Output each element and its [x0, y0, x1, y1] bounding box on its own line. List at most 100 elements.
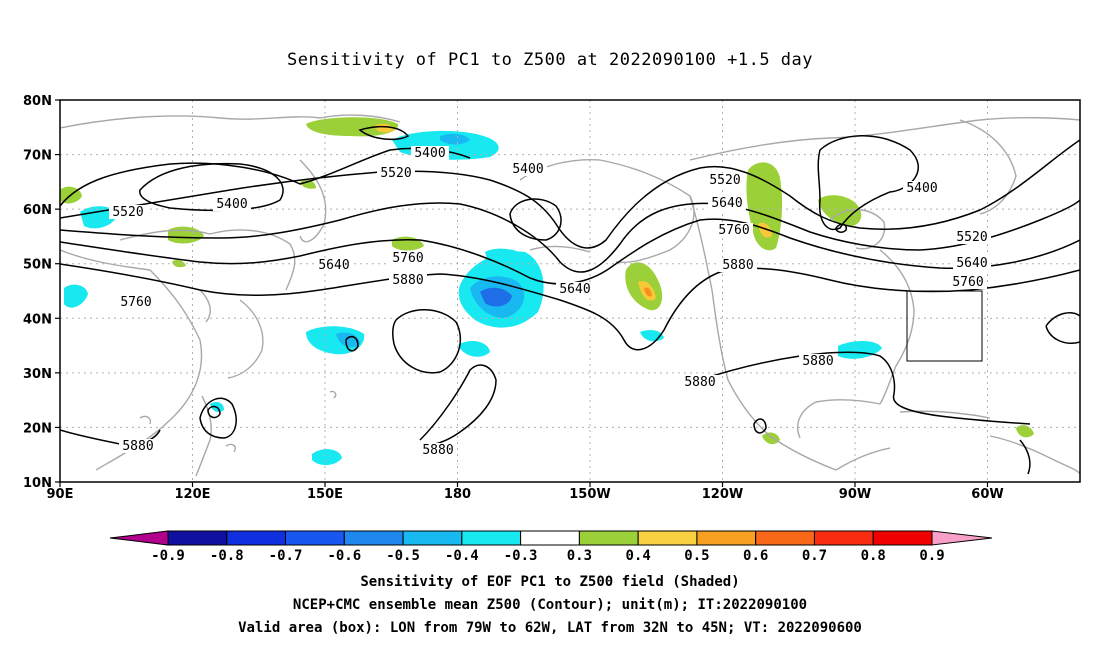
coast-alaska [519, 158, 695, 264]
lon-label: 90E [47, 487, 74, 502]
neg-area-south [458, 340, 490, 357]
lon-label: 150E [307, 487, 343, 502]
pos-area-mexico [762, 432, 780, 445]
contour-label: 5640 [956, 256, 987, 271]
contour-label-bg [799, 354, 837, 368]
contour-label-bg [109, 205, 147, 219]
colorbar-swatch [755, 530, 815, 546]
contour-5880-closed-b [199, 397, 237, 439]
pos-area-caribbean [1016, 425, 1034, 438]
lon-label: 150W [569, 487, 610, 502]
coast-siberia [60, 114, 401, 129]
colorbar-label: -0.9 [151, 548, 185, 564]
coast-okhotsk [119, 229, 296, 291]
colorbar-label: 0.6 [743, 548, 768, 564]
coast-greenland [959, 119, 1017, 215]
lat-label: 30N [23, 367, 52, 382]
lon-label: 90W [839, 487, 871, 502]
contour-label-bg [377, 166, 415, 180]
caption-valid-area: Valid area (box): LON from 79W to 62W, L… [238, 620, 862, 636]
coast-gulf [797, 399, 881, 439]
pos-area-gulf-alaska-core [644, 287, 652, 297]
lon-label: 120E [174, 487, 210, 502]
contour-label-bg [903, 181, 941, 195]
contour-5400-east [817, 135, 919, 231]
contour-label: 5400 [414, 146, 445, 161]
lat-label: 80N [23, 94, 52, 109]
coast-hudson [829, 209, 886, 250]
contour-5400-arctic [358, 125, 410, 141]
colorbar-label: -0.5 [386, 548, 420, 564]
contour-label-bg [719, 258, 757, 272]
neg-area-central-pacific-core [480, 287, 512, 307]
contour-label: 5760 [392, 251, 423, 266]
colorbar-label: 0.9 [919, 548, 944, 564]
contour-label-bg [389, 273, 427, 287]
contour-label-bg [556, 282, 594, 296]
pos-area-canada [746, 162, 783, 251]
contour-5520 [60, 139, 1080, 249]
pos-area-canada-core [758, 222, 772, 238]
contour-label: 5880 [684, 375, 715, 390]
coast-china [60, 249, 203, 471]
contour-label-bg [681, 375, 719, 389]
contour-5880-main [60, 263, 1080, 351]
colorbar-swatch [343, 530, 404, 546]
contour-label: 5520 [380, 166, 411, 181]
caption-shaded: Sensitivity of EOF PC1 to Z500 field (Sh… [360, 574, 740, 590]
colorbar-swatch [872, 530, 933, 546]
lon-label: 180 [444, 487, 471, 502]
contour-label: 5520 [956, 230, 987, 245]
pos-area-arctic [306, 117, 399, 137]
colorbar-label: 0.7 [802, 548, 827, 564]
map-frame [59, 99, 1081, 483]
contour-label: 5760 [120, 295, 151, 310]
coast-canada-west [689, 195, 729, 381]
contour-label-bg [411, 146, 449, 160]
contour-label: 5400 [216, 197, 247, 212]
lat-label: 60N [23, 203, 52, 218]
contour-label: 5520 [112, 205, 143, 220]
contour-5880-sa [1019, 439, 1031, 475]
lat-label: 70N [23, 149, 52, 164]
neg-area-west [80, 206, 118, 229]
valid-area-box [906, 290, 983, 362]
contour-label: 5640 [711, 196, 742, 211]
caption-contour: NCEP+CMC ensemble mean Z500 (Contour); u… [292, 597, 808, 613]
colorbar-swatch [520, 530, 580, 546]
contour-label-bg [213, 197, 251, 211]
coast-philippines [195, 395, 212, 477]
lon-label: 120W [702, 487, 743, 502]
contour-label-bg [315, 258, 353, 272]
contour-label-bg [953, 230, 991, 244]
colorbar-label: 0.8 [861, 548, 886, 564]
contour-label: 5520 [709, 173, 740, 188]
pos-area-pacific-small [172, 259, 186, 268]
coast-islands [139, 390, 337, 453]
pos-area-north [392, 236, 424, 251]
contour-5880-us [699, 351, 1031, 425]
neg-area-japan-east-mid [336, 332, 360, 348]
contour-5880-mex [753, 418, 767, 434]
colorbar-swatch [696, 530, 757, 546]
contour-label: 5760 [718, 223, 749, 238]
contour-5400-small [835, 223, 848, 233]
contour-5880-closed-a [391, 309, 462, 374]
contour-label-bg [706, 173, 744, 187]
coastlines [60, 114, 1080, 477]
colorbar-swatch [461, 530, 522, 546]
pos-area-hudson [818, 195, 862, 227]
coast-south-america [989, 435, 1080, 475]
longitude-labels: 90E 120E 150E 180 150W 120W 90W 60W [47, 482, 1004, 502]
colorbar-label: -0.4 [445, 548, 479, 564]
coast-japan [227, 299, 264, 379]
coast-central-america [835, 447, 891, 471]
colorbar: -0.9 -0.8 -0.7 -0.6 -0.5 -0.4 -0.3 0.3 0.4 0.5 0.6… [109, 530, 993, 564]
contour-label-bg [389, 251, 427, 265]
latitude-labels: 80N 70N 60N 50N 40N 30N 20N 10N [23, 94, 60, 491]
colorbar-label: -0.6 [327, 548, 361, 564]
coast-cuba [899, 410, 991, 419]
colorbar-label: -0.8 [210, 548, 244, 564]
contour-label: 5880 [422, 443, 453, 458]
